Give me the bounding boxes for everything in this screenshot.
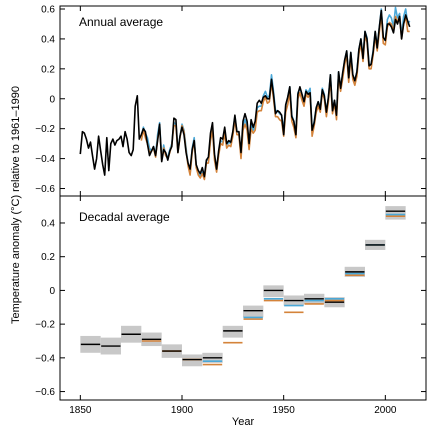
annual-axis-ticks: −0.6 −0.4 −0.2 0 0.2 0.4 0.6: [35, 4, 426, 196]
decadal-ytick-label: −0.2: [35, 320, 55, 331]
decadal-ytick-label: 0: [49, 286, 55, 297]
decadal-panel-title: Decadal average: [79, 210, 170, 224]
annual-ytick-label: −0.6: [35, 184, 55, 195]
xtick-label: 2000: [374, 405, 397, 416]
annual-ytick-label: −0.2: [35, 124, 55, 135]
annual-ytick-label: 0: [49, 94, 55, 105]
decadal-ytick-label: −0.6: [35, 387, 55, 398]
decadal-uncertainty-box: [182, 354, 203, 367]
annual-ytick-label: 0.4: [41, 34, 55, 45]
decadal-axis-ticks: −0.6 −0.4 −0.2 0 0.2 0.4 1850 1900 1950 2000: [35, 196, 426, 416]
annual-ytick-label: −0.4: [35, 154, 55, 165]
decadal-uncertainty-box: [263, 285, 284, 298]
annual-panel-frame: [59, 5, 427, 197]
decadal-ytick-label: 0.4: [41, 218, 55, 229]
annual-panel-title: Annual average: [79, 15, 163, 29]
annual-series-line: [79, 9, 411, 178]
xtick-label: 1950: [273, 405, 296, 416]
decadal-uncertainty-box: [385, 206, 406, 220]
decadal-uncertainty-box: [243, 305, 264, 318]
annual-series-lines: [79, 6, 411, 181]
x-axis-title: Year: [232, 416, 255, 428]
decadal-mean-bars: [80, 210, 406, 366]
annual-series-line: [140, 6, 411, 179]
decadal-ytick-label: 0.2: [41, 252, 55, 263]
xtick-label: 1850: [69, 405, 92, 416]
annual-ytick-label: 0.6: [41, 4, 55, 15]
y-axis-title: Temperature anomaly (°C) relative to 196…: [10, 86, 22, 324]
annual-ytick-label: 0.2: [41, 64, 55, 75]
decadal-uncertainty-box: [222, 325, 243, 338]
decadal-ytick-label: −0.4: [35, 353, 55, 364]
xtick-label: 1900: [171, 405, 194, 416]
decadal-panel-frame: [59, 195, 427, 401]
annual-series-line: [140, 14, 410, 181]
decadal-uncertainty-boxes: [80, 206, 406, 367]
decadal-panel: Decadal average −0.6 −0.4 −0.2 0 0.2 0.4 1850 1…: [35, 195, 427, 416]
annual-panel: Annual average −0.6 −0.4 −0.2 0 0.2 0.4 0.6: [35, 4, 427, 197]
